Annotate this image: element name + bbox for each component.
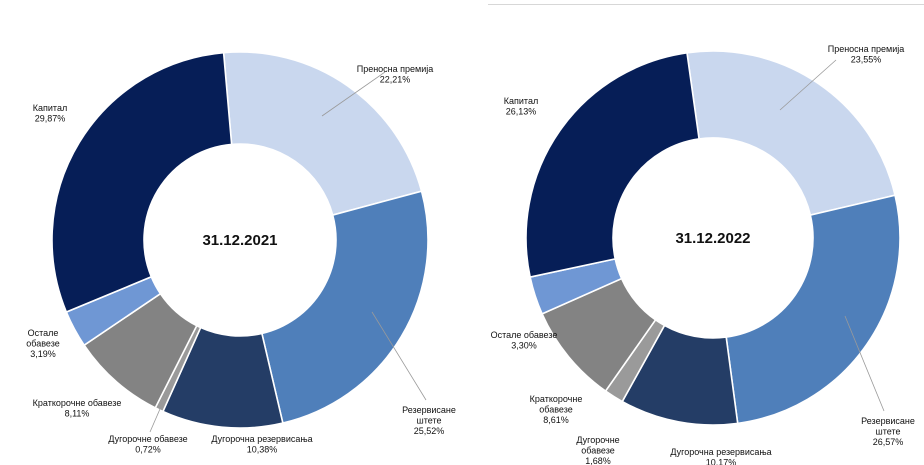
slice-label-1-5: Краткорочне обавезе 8,11% <box>33 398 122 419</box>
slice-label-2-7: Капитал 26,13% <box>504 96 538 117</box>
leader-line-2-1 <box>779 59 837 111</box>
slice-label-1-6: Остале обавезе 3,19% <box>26 328 59 359</box>
slice-label-1-3: Дугорочна резервисања 10,38% <box>211 434 312 455</box>
slice-label-2-2: Резервисане штете 26,57% <box>861 416 915 447</box>
slice-label-2-1: Преносна премија 23,55% <box>828 44 905 65</box>
donut-chart-1: Преносна премија 22,21% Резервисане штете 25… <box>26 51 456 455</box>
leader-line-2-2 <box>844 315 885 412</box>
slice-1-2 <box>260 190 429 425</box>
slice-label-1-4: Дугорочне обавезе 0,72% <box>108 434 187 455</box>
leader-line-1-1 <box>321 71 386 117</box>
slice-label-1-1: Преносна премија 22,21% <box>357 64 434 85</box>
top-divider <box>488 0 924 5</box>
leader-line-1-4 <box>149 355 184 433</box>
slice-label-2-4: Дугорочне обавезе 1,68% <box>576 435 619 465</box>
slice-2-2 <box>725 194 901 425</box>
slice-label-2-3: Дугорочна резервисања 10,17% <box>670 447 771 465</box>
slice-label-1-7: Капитал 29,87% <box>33 103 67 124</box>
slice-label-1-2: Резервисане штете 25,52% <box>402 405 456 436</box>
chart-title-2: 31.12.2022 <box>675 230 750 247</box>
slice-1-7 <box>51 51 233 314</box>
slice-label-2-5: Краткорочне обавезе 8,61% <box>530 394 583 425</box>
slice-label-2-6: Остале обавезе 3,30% <box>491 330 558 351</box>
slice-2-7 <box>525 51 700 279</box>
chart-title-1: 31.12.2021 <box>202 232 277 249</box>
donut-chart-2: Преносна премија 23,55% Резервисане штете 26… <box>491 44 915 465</box>
slice-2-1 <box>686 50 897 217</box>
leader-line-1-2 <box>371 311 427 401</box>
slice-1-1 <box>222 51 423 217</box>
